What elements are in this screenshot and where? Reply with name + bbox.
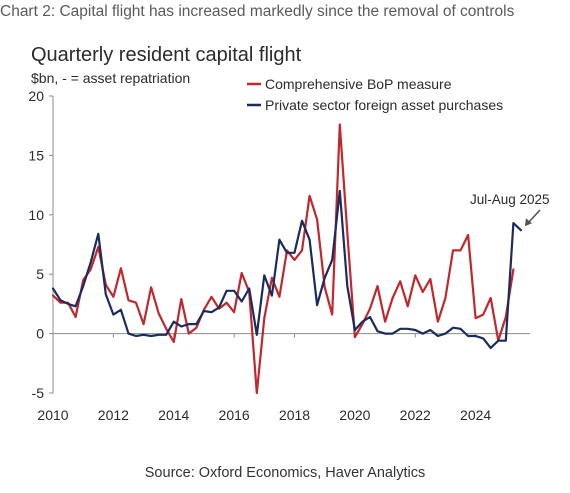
- y-tick-label: 10: [28, 207, 44, 223]
- series-line-comprehensive-bop: [51, 123, 515, 395]
- legend-label: Comprehensive BoP measure: [265, 76, 452, 92]
- y-tick-label: -5: [32, 385, 45, 401]
- chart-title: Quarterly resident capital flight: [31, 44, 302, 66]
- y-axis-unit-label: $bn, - = asset repatriation: [31, 70, 191, 86]
- legend-label: Private sector foreign asset purchases: [265, 97, 503, 113]
- annotation-arrowhead: [524, 218, 532, 227]
- series-line-private-sector-purchases: [51, 189, 523, 349]
- chart-legend: Comprehensive BoP measure Private sector …: [247, 76, 503, 113]
- y-tick-label: 0: [36, 326, 44, 342]
- x-tick-label: 2018: [279, 407, 310, 423]
- y-tick-label: 20: [28, 88, 44, 104]
- source-note: Source: Oxford Economics, Haver Analytic…: [144, 465, 426, 481]
- chart-annotation: Jul-Aug 2025: [470, 192, 550, 227]
- x-tick-label: 2014: [158, 407, 189, 423]
- chart-axes: -5 0 5 10 15 20 2010 2012 2014 2016 2018 2020 2022 20…: [28, 88, 530, 423]
- x-tick-label: 2022: [400, 407, 431, 423]
- chart-heading: Chart 2: Capital flight has increased ma…: [0, 3, 515, 20]
- annotation-label: Jul-Aug 2025: [470, 192, 550, 207]
- x-tick-label: 2024: [460, 407, 491, 423]
- x-tick-label: 2012: [98, 407, 129, 423]
- chart-series: [51, 123, 523, 395]
- x-tick-label: 2020: [339, 407, 370, 423]
- chart-plot-area: -5 0 5 10 15 20 2010 2012 2014 2016 2018 2020 2022 20…: [28, 76, 550, 423]
- x-tick-label: 2016: [219, 407, 250, 423]
- x-tick-label: 2010: [37, 407, 68, 423]
- y-tick-label: 5: [36, 266, 44, 282]
- y-tick-label: 15: [28, 147, 44, 163]
